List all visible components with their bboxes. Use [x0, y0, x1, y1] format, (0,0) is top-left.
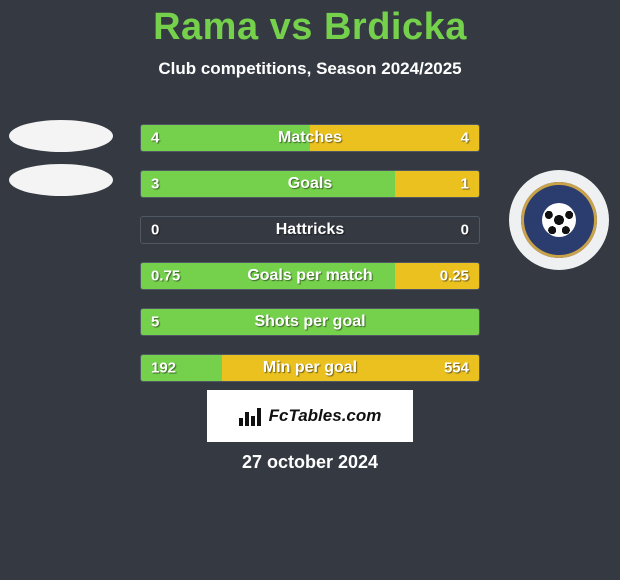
watermark-label: FcTables.com [269, 406, 382, 426]
stat-label: Hattricks [141, 221, 479, 239]
right-team-logos [504, 170, 614, 270]
stat-row: 5Shots per goal [140, 308, 480, 336]
stat-row: 192554Min per goal [140, 354, 480, 382]
soccer-ball-icon [542, 203, 576, 237]
stat-row: 31Goals [140, 170, 480, 198]
stat-label: Goals [141, 175, 479, 193]
stat-row: 44Matches [140, 124, 480, 152]
team-logo-placeholder [9, 120, 113, 152]
page-title: Rama vs Brdicka [0, 0, 620, 49]
stat-label: Goals per match [141, 267, 479, 285]
club-crest-inner [521, 182, 597, 258]
fctables-watermark: FcTables.com [207, 390, 413, 442]
stat-label: Matches [141, 129, 479, 147]
page-subtitle: Club competitions, Season 2024/2025 [0, 59, 620, 79]
team-logo-placeholder [9, 164, 113, 196]
club-crest [509, 170, 609, 270]
comparison-date: 27 october 2024 [0, 452, 620, 473]
stat-label: Min per goal [141, 359, 479, 377]
left-team-logos [6, 120, 116, 196]
stats-bar-chart: 44Matches 31Goals 00Hattricks 0.750.25Goals… [140, 124, 480, 382]
bar-chart-icon [239, 406, 263, 426]
stat-label: Shots per goal [141, 313, 479, 331]
stat-row: 00Hattricks [140, 216, 480, 244]
stat-row: 0.750.25Goals per match [140, 262, 480, 290]
